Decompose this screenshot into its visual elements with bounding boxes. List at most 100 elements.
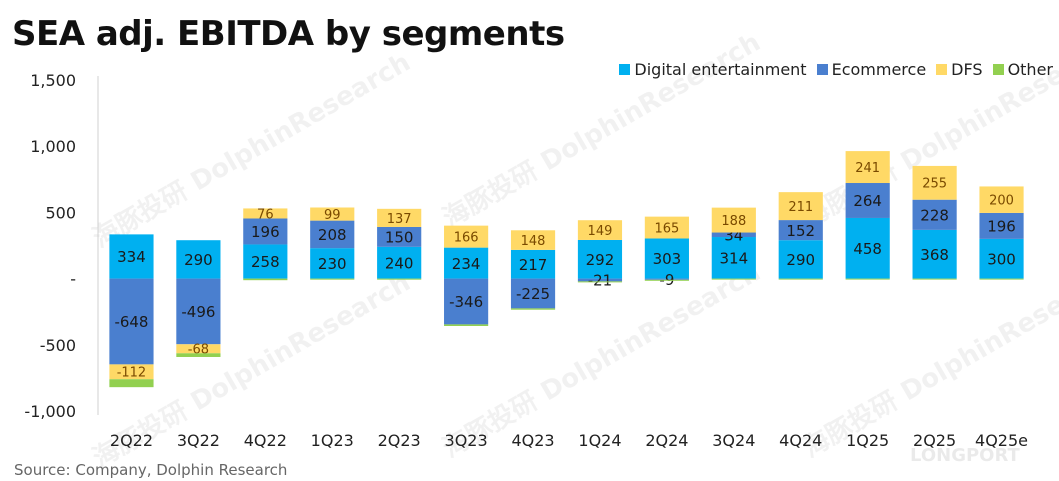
data-label-dfs-1Q25: 241 xyxy=(855,161,880,176)
bar-ecommerce-2Q23 xyxy=(377,226,422,247)
bar-other-1Q25 xyxy=(845,278,890,280)
bar-ecommerce-3Q22 xyxy=(176,278,221,345)
x-tick-label: 1Q23 xyxy=(311,431,354,450)
y-tick-label: 1,500 xyxy=(30,71,76,90)
bar-digital-entertainment-4Q23 xyxy=(510,249,556,279)
x-tick-label: 2Q25 xyxy=(913,431,956,450)
data-label-ecommerce-4Q22: 196 xyxy=(251,223,280,241)
bar-other-2Q25 xyxy=(912,278,957,280)
y-tick-label: 500 xyxy=(45,203,76,222)
data-label-ecommerce-2Q22: -648 xyxy=(114,313,148,331)
bar-digital-entertainment-2Q24 xyxy=(644,238,689,279)
bar-dfs-2Q24 xyxy=(644,216,689,239)
bar-dfs-4Q22 xyxy=(243,208,288,219)
data-label-dfs-2Q25: 255 xyxy=(922,177,947,192)
y-tick-label: - xyxy=(70,270,76,289)
bar-digital-entertainment-3Q24 xyxy=(711,237,756,279)
data-label-ecommerce-3Q23: -346 xyxy=(449,293,483,311)
data-label-digital-entertainment-2Q25: 368 xyxy=(920,246,949,264)
bar-dfs-2Q23 xyxy=(377,208,422,227)
bar-dfs-3Q24 xyxy=(711,207,756,233)
bar-other-2Q23 xyxy=(377,278,422,280)
data-label-dfs-2Q23: 137 xyxy=(387,212,412,227)
data-label-digital-entertainment-1Q23: 230 xyxy=(318,255,347,273)
data-label-ecommerce-1Q24: -21 xyxy=(588,272,613,290)
bar-dfs-2Q25 xyxy=(912,165,957,200)
legend-swatch-other xyxy=(992,64,1004,75)
bar-ecommerce-1Q23 xyxy=(310,220,355,249)
bar-dfs-2Q22 xyxy=(109,364,154,380)
data-label-dfs-1Q23: 99 xyxy=(324,208,341,223)
bar-dfs-4Q24 xyxy=(778,192,823,221)
data-label-digital-entertainment-2Q23: 240 xyxy=(385,254,414,272)
bar-other-3Q23 xyxy=(444,324,489,326)
bar-ecommerce-2Q25 xyxy=(912,199,957,230)
data-label-dfs-2Q24: 165 xyxy=(654,221,679,236)
legend-label-dfs: DFS xyxy=(951,60,983,79)
chart-title: SEA adj. EBITDA by segments xyxy=(12,14,565,54)
bar-digital-entertainment-4Q22 xyxy=(243,244,288,279)
data-label-ecommerce-4Q23: -225 xyxy=(516,285,550,303)
legend-item-dfs: DFS xyxy=(936,60,983,79)
bar-dfs-1Q24 xyxy=(577,220,623,240)
data-label-ecommerce-1Q23: 208 xyxy=(318,226,347,244)
bar-dfs-3Q22 xyxy=(176,344,221,354)
data-label-digital-entertainment-4Q25e: 300 xyxy=(987,250,1016,268)
bar-other-2Q24 xyxy=(644,279,689,281)
x-tick-label: 3Q23 xyxy=(445,431,488,450)
bar-ecommerce-1Q24 xyxy=(577,278,623,282)
bar-digital-entertainment-1Q23 xyxy=(310,248,355,279)
x-tick-label: 4Q24 xyxy=(779,431,822,450)
x-tick-label: 4Q23 xyxy=(511,431,554,450)
bar-digital-entertainment-4Q25e xyxy=(979,238,1024,279)
data-label-dfs-4Q24: 211 xyxy=(788,200,813,215)
bar-digital-entertainment-4Q24 xyxy=(778,240,823,279)
source-note: Source: Company, Dolphin Research xyxy=(14,461,288,479)
data-label-digital-entertainment-4Q23: 217 xyxy=(519,256,548,274)
bar-dfs-1Q23 xyxy=(310,207,355,221)
bar-other-4Q24 xyxy=(778,278,823,280)
watermark-brand: LONGPORT xyxy=(910,445,1020,466)
x-tick-label: 4Q25e xyxy=(975,431,1028,450)
bar-digital-entertainment-2Q25 xyxy=(912,229,957,279)
y-tick-label: 1,000 xyxy=(30,137,76,156)
bar-dfs-4Q23 xyxy=(510,230,556,250)
bar-other-4Q22 xyxy=(243,278,288,281)
bar-digital-entertainment-3Q23 xyxy=(444,247,489,279)
bar-other-1Q24 xyxy=(577,281,623,283)
x-tick-label: 2Q22 xyxy=(110,431,153,450)
data-label-dfs-4Q23: 148 xyxy=(521,234,546,249)
bar-other-4Q23 xyxy=(510,308,556,310)
bar-ecommerce-3Q23 xyxy=(444,278,489,325)
legend-item-digital: Digital entertainment xyxy=(619,60,807,79)
bar-ecommerce-1Q25 xyxy=(845,183,890,218)
legend: Digital entertainment Ecommerce DFS Othe… xyxy=(619,60,1053,79)
x-tick-label: 3Q22 xyxy=(177,431,220,450)
bar-dfs-1Q25 xyxy=(845,151,890,184)
data-label-dfs-3Q24: 188 xyxy=(721,214,746,229)
data-label-ecommerce-4Q24: 152 xyxy=(786,222,815,240)
data-label-dfs-4Q25e: 200 xyxy=(989,194,1014,209)
legend-label-other: Other xyxy=(1007,60,1053,79)
data-label-digital-entertainment-4Q24: 290 xyxy=(786,251,815,269)
legend-label-digital: Digital entertainment xyxy=(634,60,807,79)
data-label-digital-entertainment-1Q24: 292 xyxy=(586,251,615,269)
data-label-digital-entertainment-3Q23: 234 xyxy=(452,255,481,273)
bar-dfs-3Q23 xyxy=(444,225,489,248)
legend-item-ecommerce: Ecommerce xyxy=(816,60,926,79)
x-tick-label: 1Q25 xyxy=(846,431,889,450)
bar-other-3Q24 xyxy=(711,278,756,280)
bar-ecommerce-4Q24 xyxy=(778,220,823,241)
bar-dfs-4Q25e xyxy=(979,186,1024,213)
data-label-ecommerce-4Q25e: 196 xyxy=(987,218,1016,236)
bar-ecommerce-3Q24 xyxy=(711,232,756,238)
y-tick-label: -1,000 xyxy=(24,402,76,421)
data-label-dfs-2Q22: -112 xyxy=(117,366,147,381)
data-label-dfs-1Q24: 149 xyxy=(588,224,613,239)
x-tick-label: 3Q24 xyxy=(712,431,755,450)
data-label-dfs-3Q23: 166 xyxy=(454,231,479,246)
bar-ecommerce-4Q22 xyxy=(243,218,288,245)
data-label-digital-entertainment-4Q22: 258 xyxy=(251,253,280,271)
bar-other-1Q23 xyxy=(310,278,355,280)
